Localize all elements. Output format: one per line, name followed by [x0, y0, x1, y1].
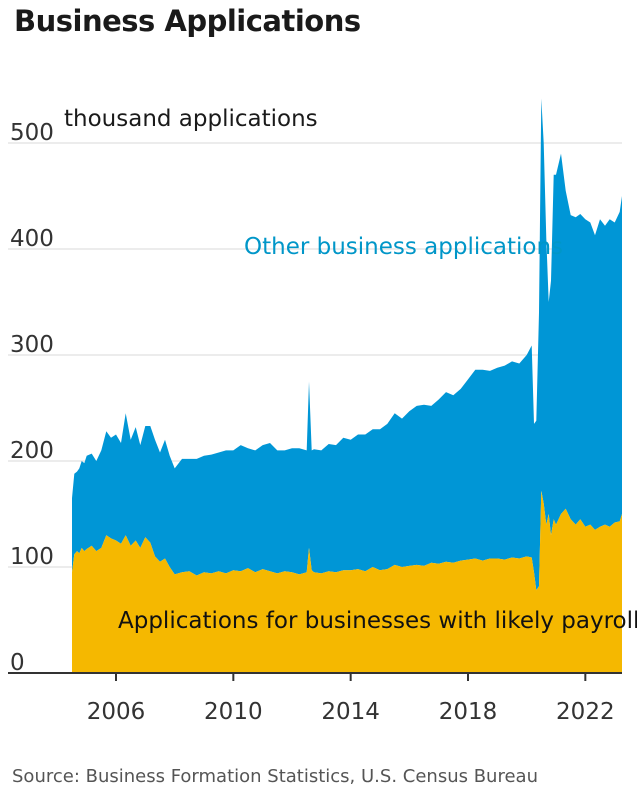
y-tick-label-400: 400 — [10, 226, 54, 252]
x-tick-label-2022: 2022 — [556, 699, 615, 725]
series-label-payroll: Applications for businesses with likely … — [118, 608, 637, 634]
y-tick-label-300: 300 — [10, 332, 54, 358]
area-chart: 0 100 200 300 400 500 thousand applications 2… — [8, 98, 637, 725]
y-tick-labels: 0 100 200 300 400 500 — [10, 120, 54, 676]
y-tick-label-0: 0 — [10, 650, 25, 676]
area-other-business-applications — [72, 98, 622, 591]
x-tick-label-2010: 2010 — [204, 699, 263, 725]
area-applications-likely-payroll — [72, 490, 622, 673]
x-tick-label-2018: 2018 — [439, 699, 498, 725]
y-tick-label-500: 500 — [10, 120, 54, 146]
area-layer — [72, 98, 622, 673]
chart-title: Business Applications — [14, 4, 361, 38]
x-axis: 2006 2010 2014 2018 2022 — [8, 672, 622, 725]
y-tick-label-100: 100 — [10, 544, 54, 570]
y-axis-unit-label: thousand applications — [64, 106, 318, 132]
x-tick-label-2014: 2014 — [321, 699, 380, 725]
x-tick-label-2006: 2006 — [87, 699, 146, 725]
series-label-other: Other business applications — [244, 234, 563, 260]
y-tick-label-200: 200 — [10, 438, 54, 464]
source-note: Source: Business Formation Statistics, U… — [12, 766, 538, 787]
